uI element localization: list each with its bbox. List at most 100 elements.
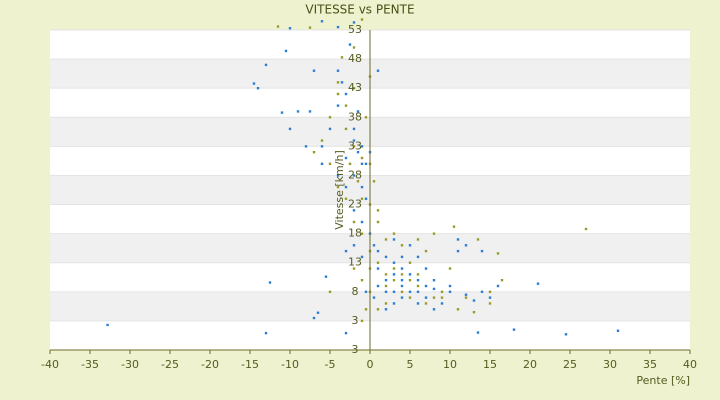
point <box>324 275 328 278</box>
point <box>376 261 380 264</box>
x-tick-label: -25 <box>161 358 179 371</box>
point <box>408 290 412 294</box>
point <box>456 238 460 241</box>
point <box>392 273 396 276</box>
point <box>376 249 380 253</box>
point <box>352 139 356 142</box>
point <box>360 156 364 160</box>
point <box>424 296 428 299</box>
point <box>352 244 356 247</box>
point <box>360 232 364 235</box>
point <box>416 238 420 241</box>
point <box>344 249 348 253</box>
point <box>308 26 312 29</box>
point <box>448 284 452 288</box>
point <box>336 25 340 29</box>
point <box>424 249 428 253</box>
point <box>448 267 452 270</box>
point <box>400 290 404 294</box>
point <box>408 244 412 247</box>
point <box>320 20 324 23</box>
x-tick-label: 40 <box>683 358 697 371</box>
point <box>106 323 109 327</box>
point <box>336 185 340 189</box>
y-tick-label: 8 <box>352 285 359 298</box>
point <box>376 267 380 270</box>
point <box>376 69 380 72</box>
point <box>384 255 388 259</box>
x-tick-label: -30 <box>121 358 139 371</box>
point <box>496 284 500 288</box>
point <box>400 244 404 247</box>
point <box>356 150 360 154</box>
point <box>352 86 356 90</box>
point <box>352 267 356 270</box>
point <box>464 244 468 247</box>
point <box>264 63 268 67</box>
point <box>360 162 364 166</box>
point <box>384 273 388 276</box>
point <box>344 331 348 335</box>
point <box>360 18 364 21</box>
point <box>392 267 396 270</box>
point <box>360 319 364 323</box>
point <box>464 296 468 299</box>
point <box>312 69 316 72</box>
point <box>500 278 504 282</box>
point <box>352 174 356 177</box>
x-tick-label: 15 <box>483 358 497 371</box>
point <box>616 329 620 332</box>
point <box>312 316 316 320</box>
point <box>416 302 420 305</box>
x-tick-label: 25 <box>563 358 577 371</box>
point <box>440 296 444 299</box>
y-tick-label: 18 <box>348 227 362 240</box>
point <box>344 156 348 160</box>
point <box>392 238 396 241</box>
point <box>424 267 428 270</box>
y-tick-label: 53 <box>348 23 362 36</box>
point <box>356 110 360 113</box>
point <box>488 302 492 305</box>
point <box>296 110 300 113</box>
x-tick-label: 20 <box>523 358 537 371</box>
point <box>456 308 460 311</box>
point <box>448 290 452 294</box>
point <box>476 238 480 241</box>
point <box>392 261 396 264</box>
point <box>384 284 388 288</box>
point <box>400 284 404 288</box>
point <box>384 238 388 241</box>
x-tick-label: -20 <box>201 358 219 371</box>
point <box>328 290 332 294</box>
point <box>400 267 404 270</box>
point <box>360 255 364 259</box>
y-tick-label: 43 <box>348 81 362 94</box>
point <box>392 302 396 305</box>
point <box>392 290 396 294</box>
y-tick-label: 28 <box>348 168 362 181</box>
point <box>416 273 420 276</box>
y-tick-label: 38 <box>348 110 362 123</box>
point <box>372 244 376 247</box>
y-tick-label: 13 <box>348 256 362 269</box>
point <box>364 290 368 294</box>
point <box>252 82 256 85</box>
point <box>376 308 380 311</box>
point <box>340 56 344 59</box>
point <box>488 290 492 294</box>
point <box>284 49 288 53</box>
point <box>336 174 340 177</box>
point <box>336 69 340 72</box>
point <box>288 127 292 131</box>
y-tick-label: 3 <box>352 314 359 327</box>
point <box>408 273 412 276</box>
point <box>376 284 380 288</box>
x-tick-label: 10 <box>443 358 457 371</box>
point <box>308 110 312 113</box>
point <box>384 278 388 282</box>
point <box>280 111 284 114</box>
point <box>564 333 568 336</box>
point <box>584 227 588 231</box>
